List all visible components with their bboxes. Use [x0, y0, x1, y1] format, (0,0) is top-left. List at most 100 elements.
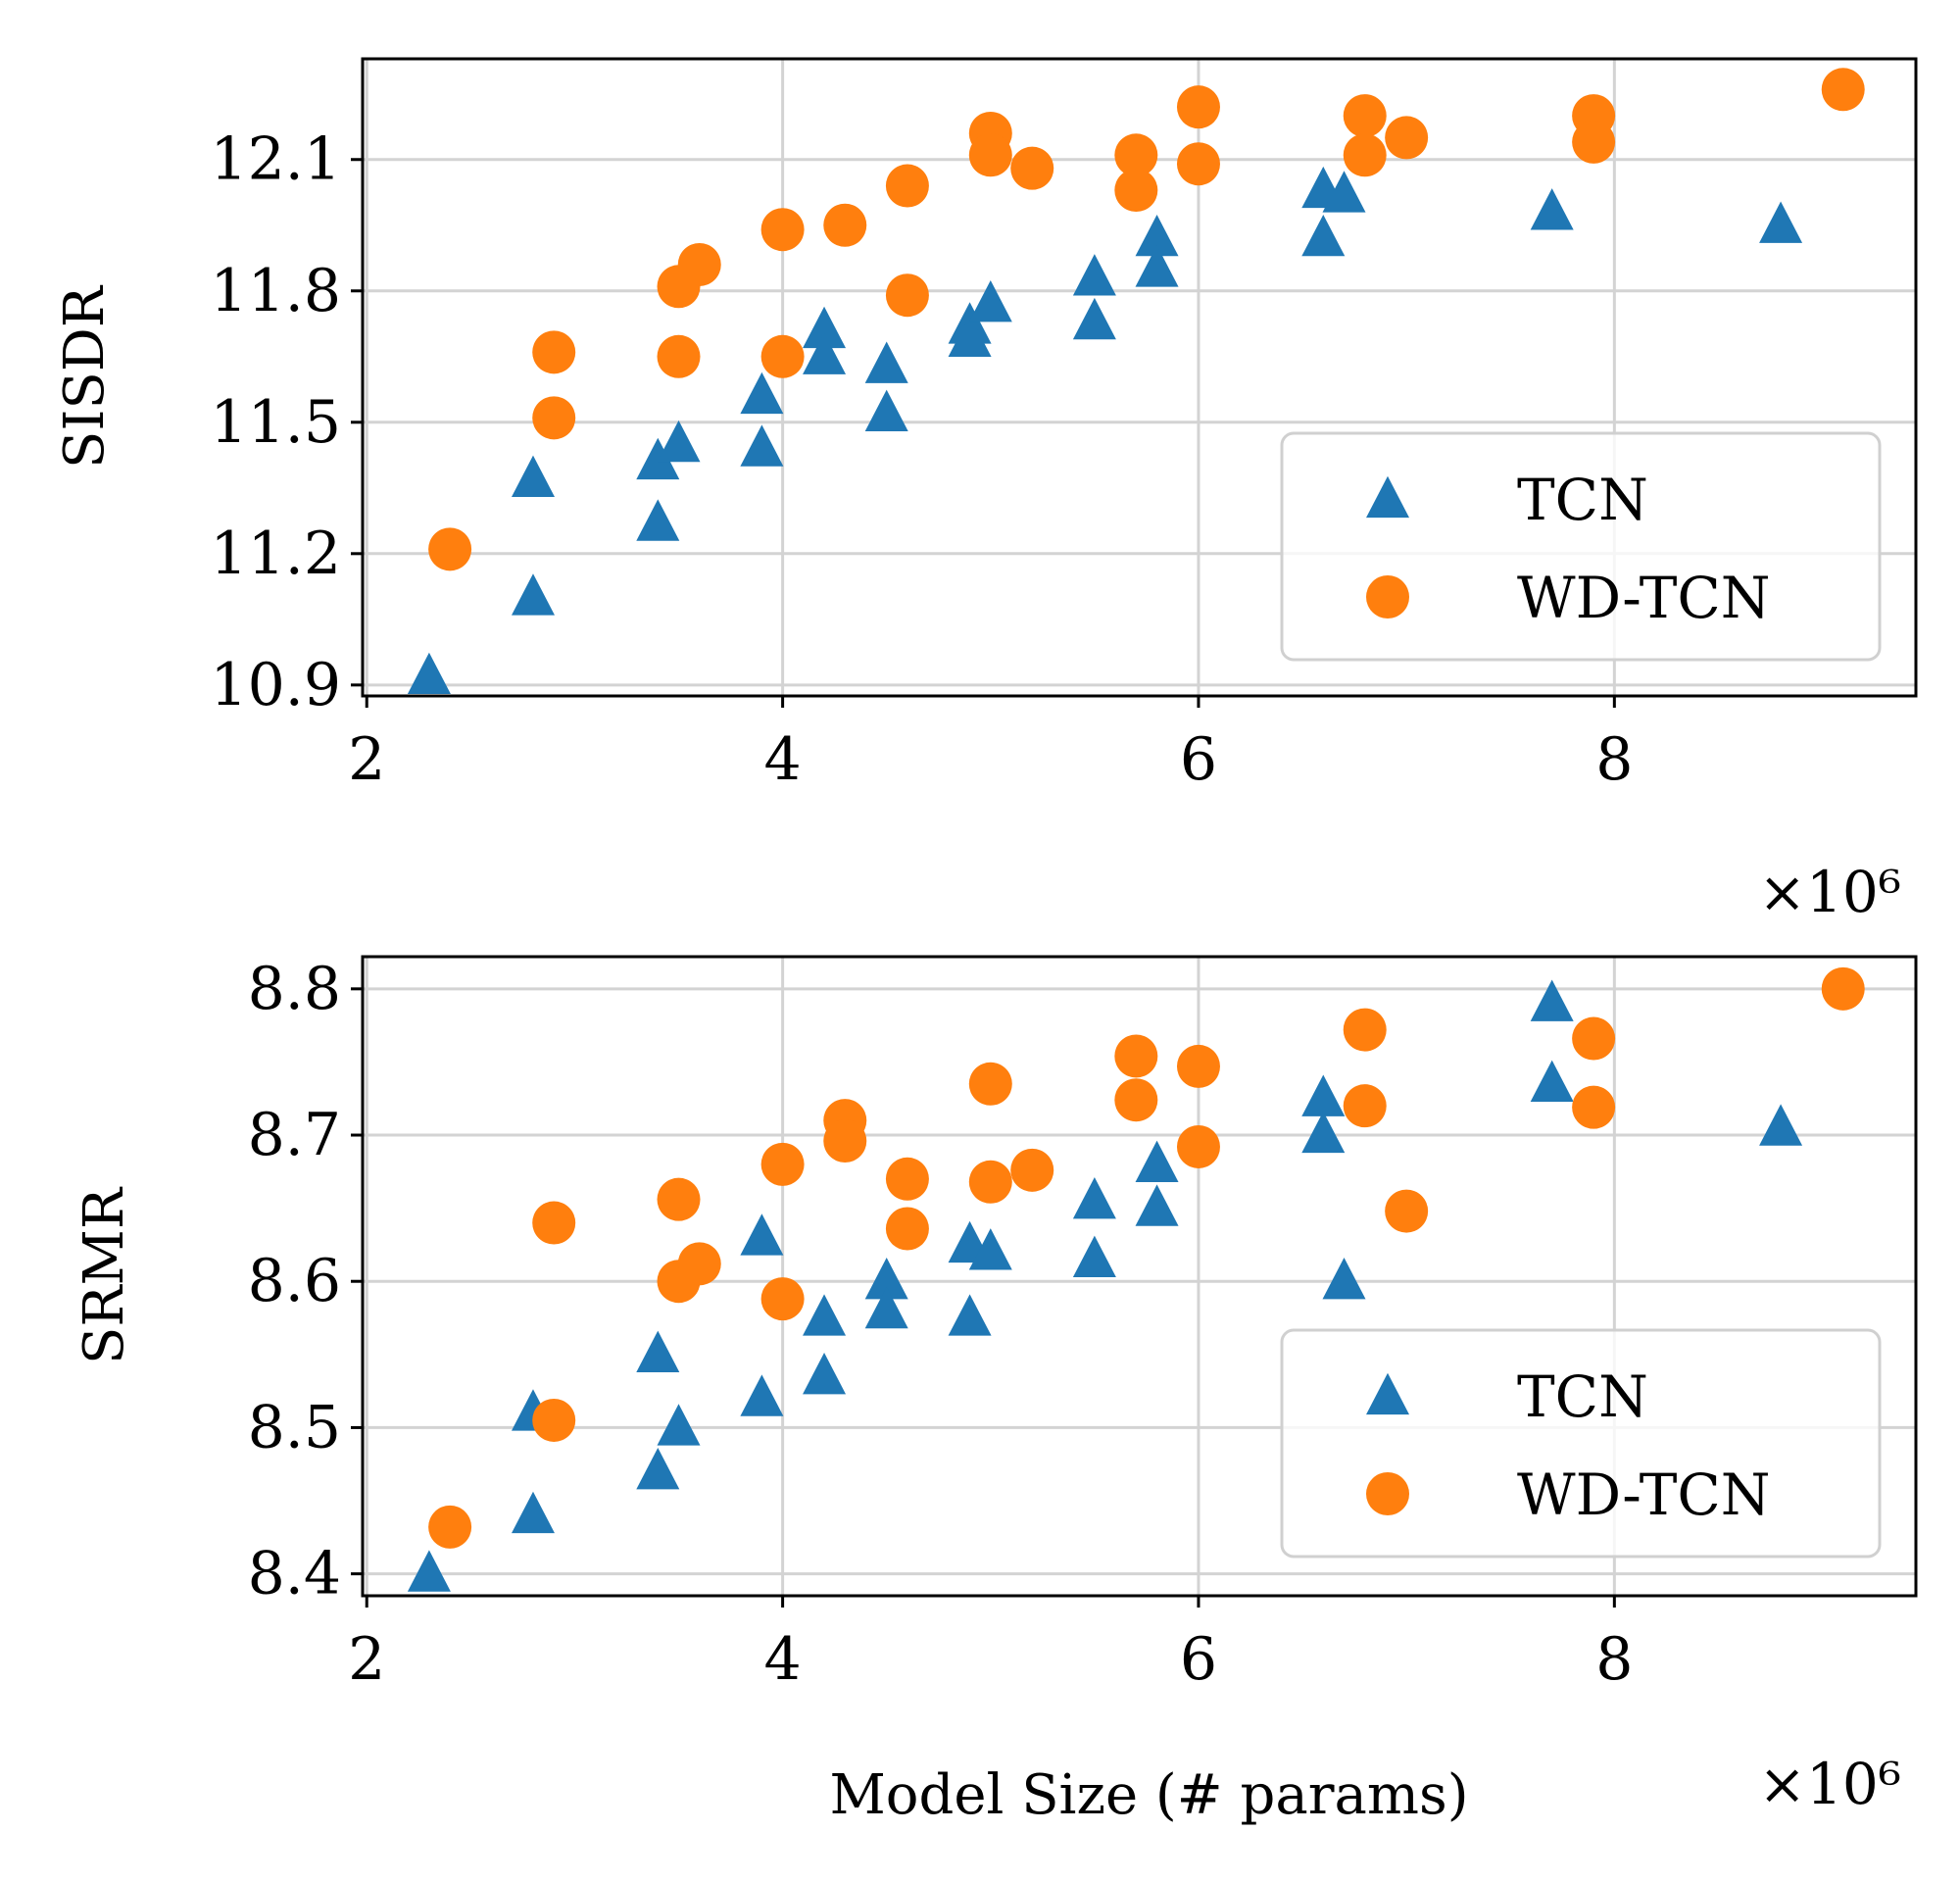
sisdr-tcn-point	[1072, 254, 1116, 296]
sisdr-tcn-point	[803, 306, 847, 349]
srmr-wd-tcn-point	[1176, 1044, 1220, 1088]
srmr-wd-tcn-point	[823, 1118, 867, 1163]
srmr-tcn-point	[636, 1447, 680, 1490]
srmr-wd-tcn-point	[760, 1277, 805, 1321]
sisdr-y-tick-label: 11.2	[210, 520, 341, 588]
sisdr-y-tick-label: 12.1	[210, 125, 341, 194]
sisdr-x-tick-label: 8	[1595, 725, 1633, 794]
srmr-wd-tcn-point	[1343, 1008, 1387, 1052]
sisdr-wd-tcn-point	[1821, 68, 1865, 112]
sisdr-legend: TCN WD-TCN	[1280, 431, 1882, 662]
srmr-y-tick-label: 8.4	[248, 1540, 341, 1609]
sisdr-x-tick-label: 4	[764, 725, 802, 794]
srmr-x-tick-label: 6	[1180, 1625, 1217, 1694]
sisdr-tcn-point	[1301, 214, 1346, 257]
srmr-wd-tcn-point	[760, 1142, 805, 1186]
srmr-axes-frame	[361, 955, 1918, 1598]
srmr-x-axis-label: Model Size (# params)	[829, 1763, 1468, 1827]
srmr-legend: TCN WD-TCN	[1280, 1328, 1882, 1559]
sisdr-tcn-point	[636, 499, 680, 541]
sisdr-y-tick-label: 11.5	[210, 388, 341, 457]
srmr-y-axis-label: SRMR	[73, 1186, 136, 1364]
srmr-tcn-point	[864, 1286, 908, 1329]
srmr-legend-tcn-marker	[1366, 1372, 1409, 1415]
srmr-tcn-point	[1530, 979, 1574, 1021]
sisdr-x-offset-label: ×10⁶	[1758, 859, 1901, 925]
srmr-y-tick-label: 8.7	[248, 1101, 341, 1169]
sisdr-tcn-point	[1322, 171, 1366, 213]
sisdr-tcn-point	[1135, 245, 1179, 287]
srmr-x-offset-label: ×10⁶	[1758, 1751, 1901, 1817]
srmr-tcn-point	[1072, 1235, 1116, 1277]
sisdr-wd-tcn-point	[1343, 133, 1387, 177]
sisdr-tcn-point	[636, 437, 680, 480]
srmr-tcn-point	[740, 1213, 784, 1256]
sisdr-wd-tcn-point	[1010, 146, 1054, 190]
sisdr-wd-tcn-point	[1343, 94, 1387, 138]
srmr-tcn-point	[803, 1353, 847, 1395]
srmr-tcn-point	[740, 1374, 784, 1416]
srmr-wd-tcn-point	[968, 1062, 1012, 1106]
sisdr-wd-tcn-point	[677, 242, 721, 286]
sisdr-tcn-point	[511, 573, 555, 616]
srmr-wd-tcn-point	[677, 1242, 721, 1286]
srmr-tcn-point	[968, 1228, 1012, 1270]
sisdr-legend-wd-tcn-label: WD-TCN	[1517, 565, 1771, 631]
sisdr-tcn-point	[1072, 297, 1116, 340]
sisdr-x-tick-label: 6	[1180, 725, 1217, 794]
sisdr-wd-tcn-point	[823, 203, 867, 247]
srmr-wd-tcn-point	[1114, 1078, 1158, 1122]
srmr-wd-tcn-point	[532, 1201, 576, 1245]
sisdr-wd-tcn-point	[532, 330, 576, 374]
sisdr-points	[407, 68, 1865, 695]
srmr-legend-tcn-label: TCN	[1517, 1363, 1648, 1430]
sisdr-wd-tcn-point	[428, 527, 472, 571]
sisdr-axes-frame	[361, 57, 1918, 698]
srmr-tcn-point	[803, 1294, 847, 1336]
sisdr-tcn-point	[864, 389, 908, 432]
sisdr-tcn-point	[948, 315, 992, 358]
sisdr-wd-tcn-point	[532, 396, 576, 440]
sisdr-x-tick-label: 2	[348, 725, 385, 794]
sisdr-wd-tcn-point	[760, 334, 805, 378]
srmr-wd-tcn-point	[885, 1157, 929, 1201]
srmr-wd-tcn-point	[1010, 1148, 1054, 1192]
sisdr-y-tick-label: 11.8	[210, 257, 341, 325]
srmr-tcn-point	[864, 1258, 908, 1300]
sisdr-wd-tcn-point	[1572, 120, 1616, 164]
srmr-wd-tcn-point	[1385, 1189, 1429, 1233]
srmr-tcn-point	[1135, 1140, 1179, 1183]
srmr-wd-tcn-point	[1572, 1016, 1616, 1061]
sisdr-wd-tcn-point	[968, 133, 1012, 177]
srmr-legend-wd-tcn-marker	[1366, 1472, 1409, 1515]
srmr-tcn-point	[1301, 1074, 1346, 1116]
srmr-x-tick-label: 4	[764, 1625, 802, 1694]
sisdr-y-axis-label: SISDR	[53, 284, 117, 469]
srmr-tcn-point	[511, 1491, 555, 1534]
srmr-y-tick-label: 8.8	[248, 955, 341, 1023]
sisdr-legend-tcn-marker	[1366, 475, 1409, 519]
srmr-wd-tcn-point	[885, 1207, 929, 1251]
srmr-ticks: 2 4 6 8 8.4 8.5 8.6 8.7 8.8	[248, 955, 1634, 1694]
sisdr-wd-tcn-point	[1176, 142, 1220, 186]
srmr-wd-tcn-point	[1176, 1124, 1220, 1168]
sisdr-tcn-point	[1530, 188, 1574, 230]
srmr-y-tick-label: 8.5	[248, 1393, 341, 1461]
sisdr-y-tick-label: 10.9	[210, 651, 341, 719]
srmr-wd-tcn-point	[1821, 966, 1865, 1011]
srmr-tcn-point	[948, 1294, 992, 1336]
sisdr-legend-wd-tcn-marker	[1366, 575, 1409, 619]
sisdr-wd-tcn-point	[1114, 169, 1158, 213]
srmr-tcn-point	[1301, 1111, 1346, 1154]
sisdr-tcn-point	[407, 652, 451, 695]
srmr-x-tick-label: 8	[1595, 1625, 1633, 1694]
srmr-tcn-point	[1322, 1258, 1366, 1300]
srmr-y-tick-label: 8.6	[248, 1247, 341, 1315]
sisdr-tcn-point	[740, 371, 784, 415]
sisdr-tcn-point	[740, 424, 784, 467]
sisdr-tcn-point	[1759, 201, 1803, 243]
sisdr-tcn-point	[864, 341, 908, 383]
sisdr-tcn-point	[1135, 214, 1179, 257]
srmr-legend-wd-tcn-label: WD-TCN	[1517, 1461, 1771, 1528]
